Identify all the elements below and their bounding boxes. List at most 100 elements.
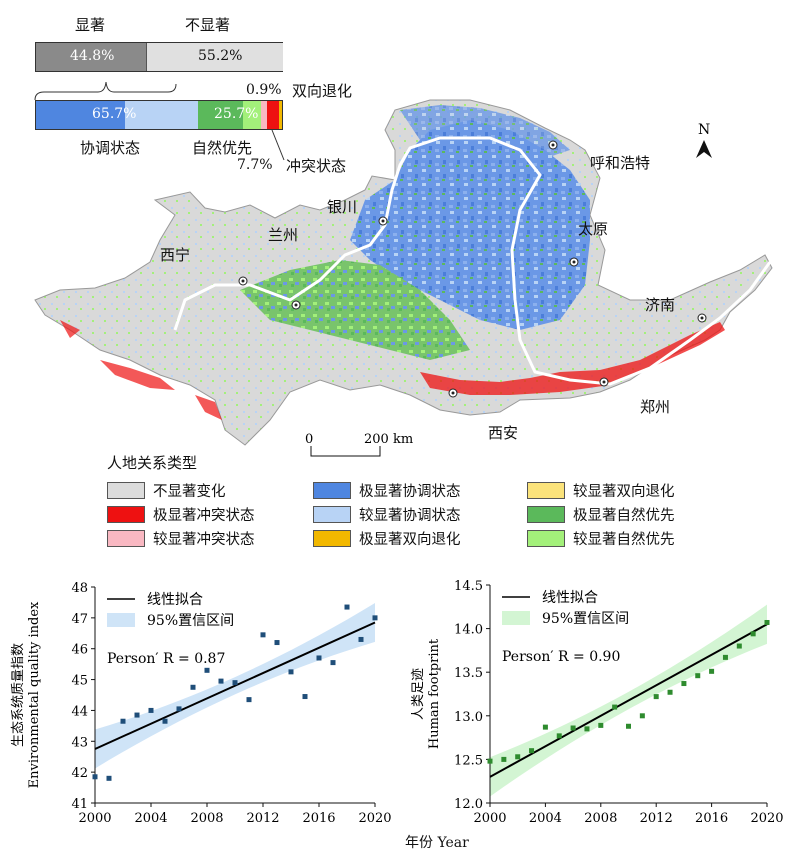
not-significant-label: 不显著: [185, 16, 231, 34]
conflict-weak-segment: [260, 101, 267, 129]
north-arrow-icon: [696, 140, 712, 158]
legend-item: 较显著冲突状态: [107, 528, 307, 550]
y-axis-label-en: Environmental quality index: [27, 601, 42, 788]
data-point: [501, 756, 507, 762]
x-tick-label: 2020: [750, 811, 783, 826]
legend-title: 人地关系类型: [107, 454, 198, 472]
fit-line: [489, 623, 768, 778]
coord-pct: 65.7%: [92, 106, 137, 122]
y-tick-label: 14.0: [454, 623, 483, 638]
data-point: [120, 718, 126, 724]
yellow-river: [173, 136, 772, 386]
data-point: [204, 667, 210, 673]
data-point: [542, 724, 548, 730]
data-point: [316, 655, 322, 661]
y-axis-label-cn: 人类足迹: [411, 668, 426, 720]
conflict-pct: 7.7%: [237, 157, 273, 173]
legend-swatch: [313, 530, 351, 547]
y-axis-label-cn: 生态系统质量指数: [11, 643, 26, 747]
x-tick-label: 2020: [358, 811, 391, 826]
conflict-label: 冲突状态: [286, 157, 347, 175]
city-lanzhou: 兰州: [268, 226, 298, 244]
data-point: [584, 726, 590, 732]
data-point: [148, 707, 154, 713]
scale-distance: 200 km: [364, 432, 413, 447]
nature-pct: 25.7%: [214, 106, 259, 122]
x-tick-label: 2000: [473, 811, 506, 826]
data-point: [667, 689, 673, 695]
x-tick-label: 2012: [640, 811, 673, 826]
legend-fit-label: 线性拟合: [147, 592, 203, 608]
north-label: N: [698, 122, 710, 138]
x-tick-label: 2016: [302, 811, 335, 826]
nature-strong-segment: [197, 101, 244, 129]
city-jinan: 济南: [645, 296, 675, 314]
data-point: [722, 654, 728, 660]
annotation-r: Person′ R = 0.87: [107, 651, 225, 667]
data-point: [639, 713, 645, 719]
data-point: [106, 775, 112, 781]
nature-weak-segment: [243, 101, 261, 129]
legend-swatch: [527, 482, 565, 499]
y-tick-label: 48: [71, 581, 88, 596]
legend-label: 较显著自然优先: [573, 532, 675, 548]
data-point: [764, 619, 770, 625]
data-point: [134, 712, 140, 718]
y-tick-label: 13.5: [454, 666, 483, 681]
x-tick-label: 2008: [584, 811, 617, 826]
city-taiyuan: 太原: [578, 220, 608, 238]
legend-fit-label: 线性拟合: [542, 590, 598, 606]
legend-label: 不显著变化: [153, 484, 226, 500]
legend-swatch: [107, 482, 145, 499]
annotation-r: Person′ R = 0.90: [502, 649, 620, 665]
legend-label: 较显著冲突状态: [153, 532, 255, 548]
data-point: [190, 684, 196, 690]
data-point: [162, 718, 168, 724]
legend-swatch: [313, 506, 351, 523]
x-tick-label: 2008: [190, 811, 223, 826]
x-tick-label: 2004: [529, 811, 562, 826]
y-tick-label: 47: [71, 612, 88, 627]
data-point: [598, 722, 604, 728]
city-hohhot: 呼和浩特: [590, 154, 650, 172]
data-point: [487, 758, 493, 764]
legend-band-swatch: [502, 611, 530, 625]
x-tick-label: 2000: [78, 811, 111, 826]
significant-label: 显著: [75, 16, 106, 34]
data-point: [515, 754, 521, 760]
legend-band-label: 95%置信区间: [542, 611, 629, 627]
scale-bar: [310, 446, 381, 457]
yellow-river-map: N 0 200 km 呼和浩特 银川 太原 兰州 西宁 济南 郑州 西安: [34, 99, 773, 457]
legend-label: 较显著协调状态: [359, 508, 461, 524]
legend-label: 极显著冲突状态: [153, 508, 255, 524]
city-zhengzhou: 郑州: [640, 398, 670, 416]
data-point: [330, 660, 336, 666]
legend-label: 极显著协调状态: [359, 484, 461, 500]
legend-swatch: [107, 530, 145, 547]
legend-item: 极显著自然优先: [527, 504, 727, 526]
x-tick-label: 2012: [246, 811, 279, 826]
data-point: [274, 640, 280, 646]
legend-item: 极显著协调状态: [313, 480, 513, 502]
data-point: [695, 673, 701, 679]
eqi-chart: 41 42 43 44 45 46 47 48 2000 2004 2008 2012 2016 2020…: [11, 581, 392, 826]
significant-pct: 44.8%: [70, 48, 115, 64]
coord-label: 协调状态: [80, 139, 141, 157]
y-tick-label: 14.5: [454, 579, 483, 594]
y-tick-label: 46: [71, 643, 88, 658]
coordination-region: [350, 120, 590, 330]
type-bar: [35, 100, 283, 130]
y-axis-label-en: Human footprint: [427, 638, 442, 749]
data-point: [288, 669, 294, 675]
bilateral-pct: 0.9%: [246, 82, 282, 98]
y-tick-label: 41: [71, 797, 88, 812]
data-point: [709, 668, 715, 674]
fit-line: [94, 621, 376, 750]
city-xian: 西安: [488, 424, 518, 442]
y-tick-label: 12.0: [454, 797, 483, 812]
legend-label: 较显著双向退化: [573, 484, 675, 500]
y-tick-label: 13.0: [454, 710, 483, 725]
y-tick-label: 42: [71, 766, 88, 781]
nature-region: [240, 260, 470, 360]
legend-item: 较显著双向退化: [527, 480, 727, 502]
